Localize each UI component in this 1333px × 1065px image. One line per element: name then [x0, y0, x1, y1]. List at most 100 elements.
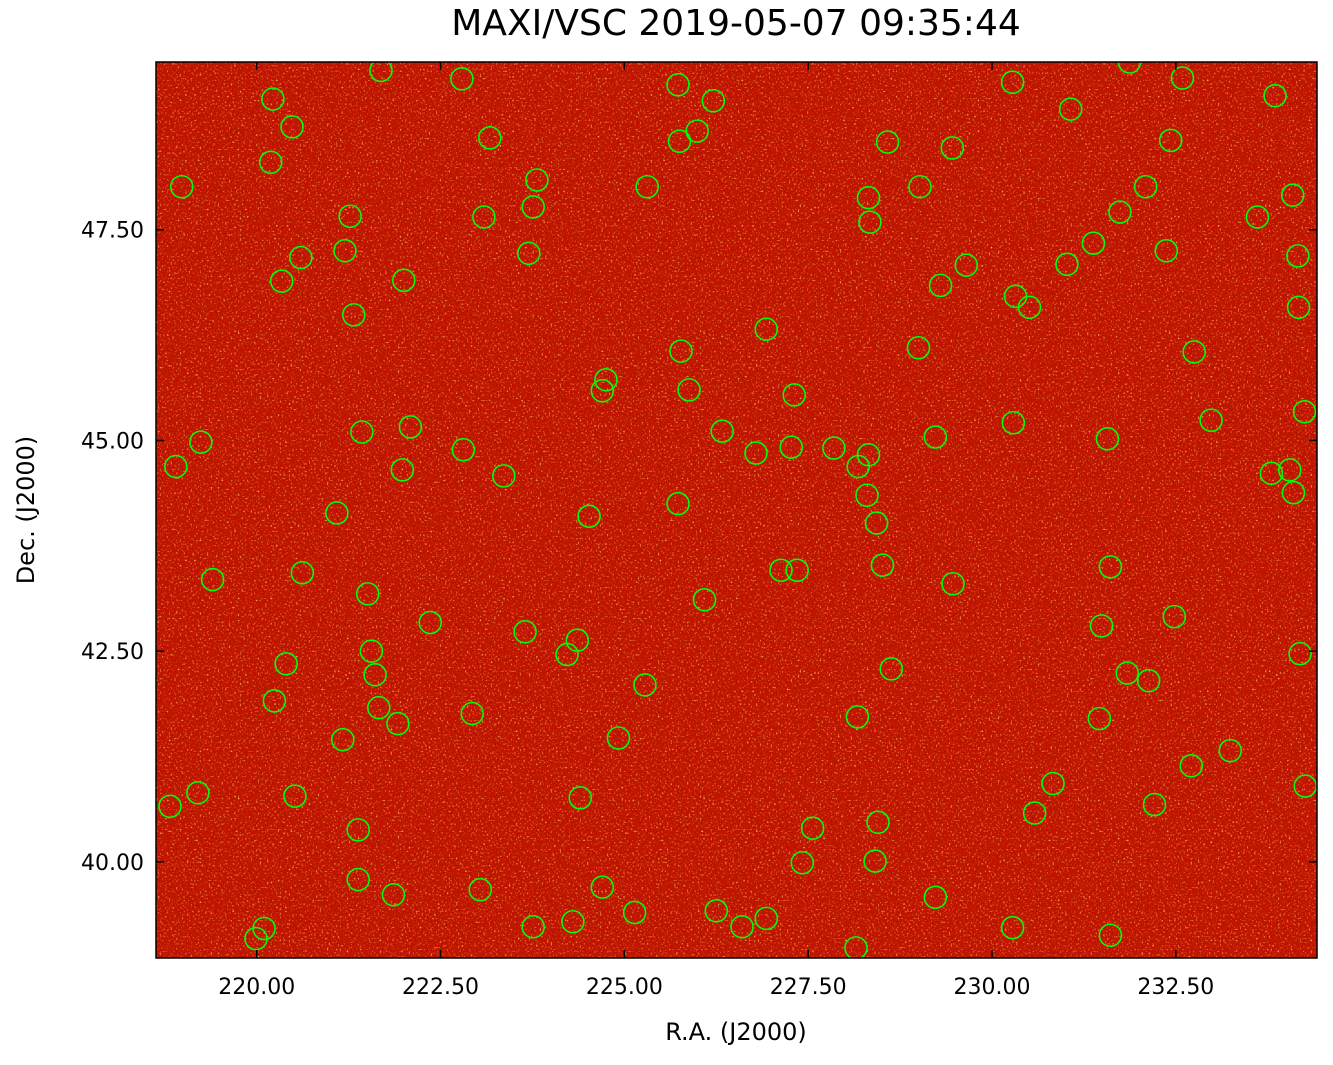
source-circle [1108, 200, 1132, 224]
source-circle [941, 571, 965, 596]
source-circle [513, 619, 537, 644]
source-circle [1170, 66, 1195, 90]
source-circle [754, 317, 779, 341]
source-circle [1158, 128, 1183, 153]
source-circle [844, 936, 868, 958]
source-circle [1293, 774, 1317, 798]
source-circle [667, 129, 692, 154]
source-circle [169, 174, 194, 199]
source-circle [622, 900, 647, 925]
source-circle [451, 437, 476, 462]
source-circle [262, 689, 287, 713]
x-tick-label: 220.00 [218, 975, 295, 1000]
source-circle [870, 553, 895, 578]
x-axis-label: R.A. (J2000) [665, 1018, 807, 1046]
source-circle [280, 115, 304, 139]
source-circle [521, 915, 545, 939]
source-circle [782, 383, 807, 407]
source-circle [325, 501, 349, 525]
source-circle [1292, 400, 1317, 424]
source-circle [1022, 801, 1047, 825]
source-circle [359, 639, 384, 663]
source-circle [769, 558, 793, 583]
source-circle [954, 253, 979, 277]
source-circle [1259, 461, 1284, 486]
x-tick-label: 232.50 [1137, 975, 1214, 1000]
source-circle [875, 130, 900, 154]
source-circle [1001, 410, 1026, 435]
source-circle [863, 849, 887, 873]
x-tick-label: 230.00 [954, 975, 1031, 1000]
source-circle [418, 610, 443, 635]
source-circle [350, 420, 374, 444]
source-circle [635, 174, 659, 199]
source-circle [1288, 641, 1312, 666]
source-circle [283, 784, 307, 808]
source-circle [928, 273, 953, 298]
source-circle [1280, 183, 1305, 207]
source-circle [858, 210, 882, 234]
source-circle [908, 174, 932, 199]
source-circle [290, 560, 315, 585]
source-circle [790, 850, 815, 875]
source-circle [669, 339, 693, 363]
y-tick-label: 45.00 [81, 429, 144, 454]
source-circle [269, 269, 294, 293]
source-circle [568, 786, 593, 810]
source-circle [1087, 706, 1112, 731]
source-circle [1218, 738, 1243, 763]
source-circle [460, 701, 484, 726]
source-circle [685, 119, 709, 143]
source-circle [516, 241, 541, 266]
source-circle [1089, 614, 1114, 638]
source-circle [666, 491, 690, 516]
source-circle [390, 458, 415, 482]
y-tick-label: 42.50 [81, 640, 144, 665]
source-circle [785, 558, 809, 583]
source-circle [577, 504, 601, 529]
source-circle [923, 425, 948, 449]
source-circle [822, 436, 846, 460]
source-circle [594, 367, 618, 392]
source-circle [391, 268, 416, 293]
source-circle [923, 885, 948, 910]
source-circle [244, 926, 268, 951]
plot-frame [155, 61, 1318, 959]
chart-title: MAXI/VSC 2019-05-07 09:35:44 [451, 3, 1021, 44]
source-circle [1182, 340, 1207, 364]
source-circle [274, 652, 298, 676]
source-circle [666, 72, 690, 97]
source-circle [1095, 426, 1120, 451]
source-circle [472, 205, 496, 229]
sky-image [156, 62, 1317, 958]
source-circle [333, 239, 357, 263]
source-circle [779, 435, 804, 460]
source-circle [1263, 83, 1287, 108]
source-circle [1117, 62, 1142, 74]
source-circle [289, 245, 313, 270]
source-circle [754, 906, 779, 931]
source-circle [1017, 295, 1042, 320]
y-tick-label: 40.00 [81, 851, 144, 876]
source-circle [1098, 923, 1123, 948]
source-circle [846, 454, 870, 479]
source-circle [906, 335, 931, 360]
source-circle [1081, 231, 1106, 256]
source-circle [940, 136, 965, 160]
y-axis-label: Dec. (J2000) [12, 436, 40, 585]
source-circle [1000, 915, 1025, 940]
source-circle [1281, 480, 1306, 505]
source-circle [521, 195, 545, 219]
source-circle [1142, 792, 1167, 817]
x-tick-label: 222.50 [402, 975, 479, 1000]
source-circle [1179, 754, 1204, 778]
source-circle [398, 415, 423, 439]
source-circle [845, 705, 870, 729]
source-circle [491, 464, 516, 488]
source-circle [200, 567, 225, 592]
source-circle [1115, 661, 1140, 685]
source-circle [338, 204, 362, 229]
source-circle [386, 711, 410, 736]
source-circle [590, 378, 615, 403]
